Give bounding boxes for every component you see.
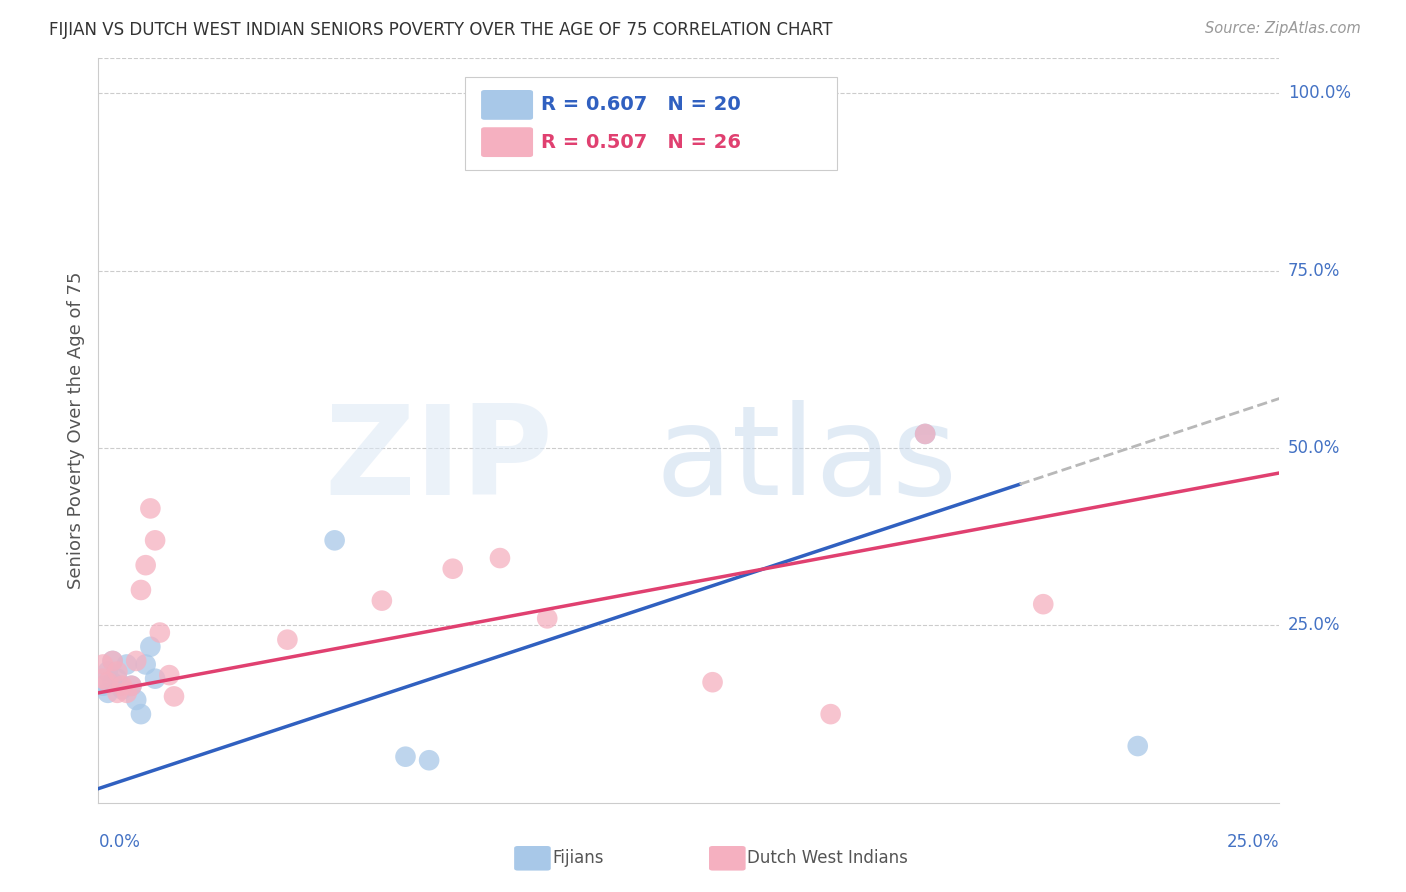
Text: 75.0%: 75.0%: [1288, 261, 1340, 280]
Point: [111, 679, 134, 693]
Point: [101, 675, 124, 690]
Text: 100.0%: 100.0%: [1288, 85, 1351, 103]
Point: [97, 686, 120, 700]
Text: atlas: atlas: [657, 400, 957, 521]
Text: FIJIAN VS DUTCH WEST INDIAN SENIORS POVERTY OVER THE AGE OF 75 CORRELATION CHART: FIJIAN VS DUTCH WEST INDIAN SENIORS POVE…: [49, 21, 832, 39]
Point: [115, 686, 138, 700]
Point: [394, 749, 416, 764]
Point: [91, 657, 114, 672]
Text: R = 0.507   N = 26: R = 0.507 N = 26: [541, 133, 741, 152]
Point: [125, 693, 148, 707]
FancyBboxPatch shape: [481, 128, 533, 157]
Point: [121, 679, 143, 693]
Point: [149, 625, 172, 640]
Point: [105, 672, 128, 686]
Point: [702, 675, 724, 690]
Point: [914, 426, 936, 441]
Point: [121, 679, 143, 693]
Point: [105, 686, 128, 700]
Point: [97, 675, 120, 690]
Point: [91, 672, 114, 686]
Point: [91, 679, 114, 693]
Point: [143, 533, 166, 548]
Point: [101, 654, 124, 668]
Point: [125, 654, 148, 668]
Point: [129, 707, 152, 722]
Point: [772, 87, 794, 101]
Y-axis label: Seniors Poverty Over the Age of 75: Seniors Poverty Over the Age of 75: [66, 272, 84, 589]
Point: [163, 690, 186, 704]
Point: [536, 611, 558, 625]
Text: Source: ZipAtlas.com: Source: ZipAtlas.com: [1205, 21, 1361, 37]
Point: [441, 562, 464, 576]
Point: [157, 668, 180, 682]
Point: [489, 551, 512, 566]
Text: R = 0.607   N = 20: R = 0.607 N = 20: [541, 95, 741, 114]
Point: [101, 654, 124, 668]
Point: [143, 672, 166, 686]
Point: [139, 640, 162, 654]
Point: [111, 682, 134, 697]
Point: [1032, 597, 1054, 611]
Text: 50.0%: 50.0%: [1288, 439, 1340, 457]
Point: [1126, 739, 1149, 753]
Text: 0.0%: 0.0%: [98, 833, 141, 851]
Text: Fijians: Fijians: [553, 849, 603, 867]
Point: [323, 533, 346, 548]
Text: 25.0%: 25.0%: [1227, 833, 1279, 851]
Point: [135, 657, 157, 672]
Point: [820, 707, 842, 722]
Point: [97, 665, 120, 679]
Text: ZIP: ZIP: [325, 400, 553, 521]
FancyBboxPatch shape: [464, 77, 837, 169]
Point: [276, 632, 298, 647]
Point: [139, 501, 162, 516]
FancyBboxPatch shape: [515, 846, 551, 871]
Point: [135, 558, 157, 573]
Text: 25.0%: 25.0%: [1288, 616, 1340, 634]
Point: [105, 665, 128, 679]
FancyBboxPatch shape: [481, 90, 533, 120]
Point: [418, 753, 440, 767]
Point: [129, 582, 152, 597]
FancyBboxPatch shape: [709, 846, 745, 871]
Point: [914, 426, 936, 441]
Text: Dutch West Indians: Dutch West Indians: [747, 849, 908, 867]
Point: [371, 593, 394, 607]
Point: [115, 657, 138, 672]
